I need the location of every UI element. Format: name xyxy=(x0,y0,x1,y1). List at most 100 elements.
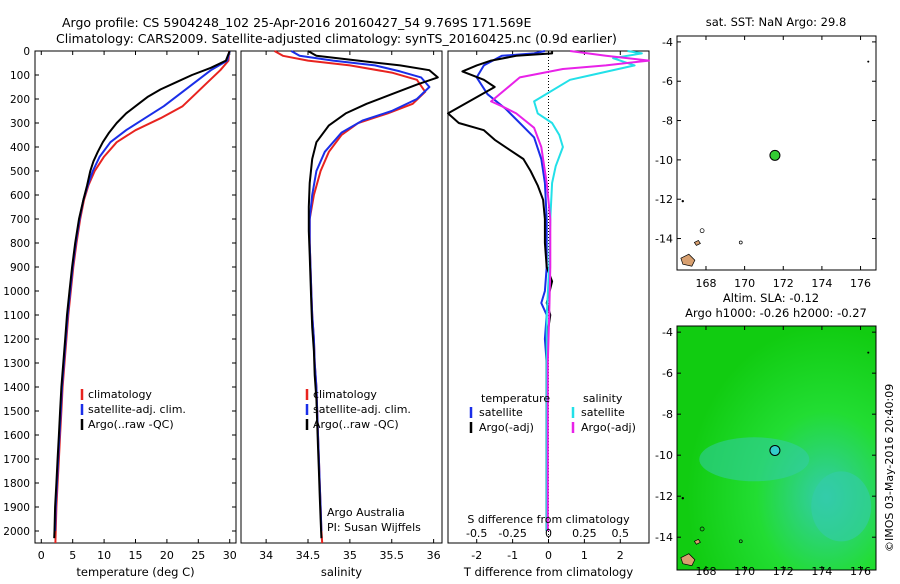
legend-label: Argo(..raw -QC) xyxy=(313,418,399,431)
x-tick-label: 25 xyxy=(191,549,205,562)
x-tick-label: 34.5 xyxy=(296,549,321,562)
y-tick-label: 1000 xyxy=(3,286,30,298)
y-tick-label: 1600 xyxy=(3,430,30,442)
y-tick-label: 1900 xyxy=(3,502,30,514)
y-tick-label: -10 xyxy=(655,449,673,462)
map-frame xyxy=(676,325,877,571)
x-tick-label: 20 xyxy=(160,549,174,562)
x-tick-label: 35 xyxy=(343,549,357,562)
map-panel-sla-map: 168 170 172 174 176 -4 -6 -8 -10 -12 -14 Altim. SLA… xyxy=(655,291,877,578)
x-tick-label: 172 xyxy=(773,277,794,290)
profile-panel-differences: -2 -1 0 1 2 T difference from climatology -0.5… xyxy=(447,50,650,579)
legend-label: satellite xyxy=(581,406,625,419)
secondary-tick-label: -0.25 xyxy=(498,527,526,540)
y-tick-label: 700 xyxy=(10,214,30,226)
y-tick-label: 1300 xyxy=(3,358,30,370)
y-tick-label: 1400 xyxy=(3,382,30,394)
credit-text: ©IMOS 03-May-2016 20:40:09 xyxy=(883,384,896,552)
island-shape xyxy=(680,553,696,567)
annotation-line: Argo Australia xyxy=(327,506,405,519)
x-tick-label: 15 xyxy=(129,549,143,562)
x-tick-label: 174 xyxy=(811,277,832,290)
series-line-2-3 xyxy=(490,50,650,531)
secondary-tick-label: 0.25 xyxy=(572,527,597,540)
island-shape xyxy=(738,539,743,544)
island-shape xyxy=(699,526,705,532)
island-shape xyxy=(681,199,684,203)
sla-low-patch xyxy=(811,471,872,542)
island-shape xyxy=(867,60,870,63)
x-tick-label: 174 xyxy=(811,565,832,578)
sla-low-patch xyxy=(699,437,810,482)
y-tick-label: -10 xyxy=(655,154,673,167)
series-line-2-0 xyxy=(475,50,548,531)
island-shape xyxy=(681,497,684,500)
legend-label: Argo(-adj) xyxy=(479,421,534,434)
x-tick-label: -1 xyxy=(507,549,518,562)
legend-header: salinity xyxy=(583,392,623,405)
y-tick-label: -6 xyxy=(662,75,673,88)
profile-location-marker xyxy=(769,149,781,161)
y-tick-label: -8 xyxy=(662,408,673,421)
y-tick-label: -14 xyxy=(655,233,673,246)
x-tick-label: 170 xyxy=(734,565,755,578)
x-axis-label: T difference from climatology xyxy=(463,565,634,579)
island-shape xyxy=(738,240,743,245)
map-title: sat. SST: NaN Argo: 29.8 xyxy=(706,15,847,29)
island-shape xyxy=(693,240,701,246)
secondary-axis-label: S difference from climatology xyxy=(467,513,630,526)
legend-label: satellite-adj. clim. xyxy=(88,403,186,416)
y-tick-label: -12 xyxy=(655,193,673,206)
x-tick-label: 36 xyxy=(427,549,441,562)
series-line-0-2 xyxy=(53,50,231,539)
profile-location-marker xyxy=(769,444,781,456)
x-axis-label: salinity xyxy=(321,565,362,579)
legend-label: Argo(..raw -QC) xyxy=(88,418,174,431)
y-tick-label: -4 xyxy=(662,326,673,339)
y-tick-label: 600 xyxy=(10,190,30,202)
x-tick-label: 176 xyxy=(850,277,871,290)
secondary-tick-label: 0.5 xyxy=(612,527,630,540)
island-shape xyxy=(699,228,705,234)
y-tick-label: 1100 xyxy=(3,310,30,322)
x-tick-label: 35.5 xyxy=(380,549,405,562)
annotation-line: PI: Susan Wijffels xyxy=(327,521,421,534)
y-tick-label: 100 xyxy=(10,70,30,82)
profile-panel-salinity: 34 34.5 35 35.5 36 salinity climatology satelli… xyxy=(240,50,443,579)
legend-label: satellite xyxy=(479,406,523,419)
y-tick-label: 800 xyxy=(10,238,30,250)
y-tick-label: 1200 xyxy=(3,334,30,346)
header-line-2: Climatology: CARS2009. Satellite-adjuste… xyxy=(56,31,617,46)
x-tick-label: 2 xyxy=(617,549,624,562)
map-panel-sst-map: 168 170 172 174 176 -4 -6 -8 -10 -12 -14 sat. SST: … xyxy=(655,15,877,290)
y-tick-label: -8 xyxy=(662,115,673,128)
x-tick-label: 34 xyxy=(259,549,273,562)
x-tick-label: 170 xyxy=(734,277,755,290)
legend-label: climatology xyxy=(313,388,377,401)
y-tick-label: -4 xyxy=(662,36,673,49)
x-tick-label: 10 xyxy=(97,549,111,562)
series-line-2-2 xyxy=(533,50,643,531)
secondary-tick-label: 0 xyxy=(545,527,552,540)
x-tick-label: -2 xyxy=(471,549,482,562)
y-tick-label: 400 xyxy=(10,142,30,154)
x-tick-label: 168 xyxy=(695,565,716,578)
x-tick-label: 5 xyxy=(69,549,76,562)
x-tick-label: 172 xyxy=(773,565,794,578)
y-tick-label: 0 xyxy=(23,46,30,58)
y-tick-label: 2000 xyxy=(3,526,30,538)
header-line-1: Argo profile: CS 5904248_102 25-Apr-2016… xyxy=(62,15,531,30)
island-shape xyxy=(693,538,701,545)
x-axis-label: temperature (deg C) xyxy=(76,565,194,579)
y-tick-label: -6 xyxy=(662,367,673,380)
legend-label: climatology xyxy=(88,388,152,401)
x-tick-label: 0 xyxy=(38,549,45,562)
island-shape xyxy=(680,253,696,267)
x-tick-label: 0 xyxy=(545,549,552,562)
map-subtitle: Argo h1000: -0.26 h2000: -0.27 xyxy=(685,306,867,320)
x-tick-label: 1 xyxy=(581,549,588,562)
legend-label: satellite-adj. clim. xyxy=(313,403,411,416)
series-line-1-2 xyxy=(307,50,439,539)
